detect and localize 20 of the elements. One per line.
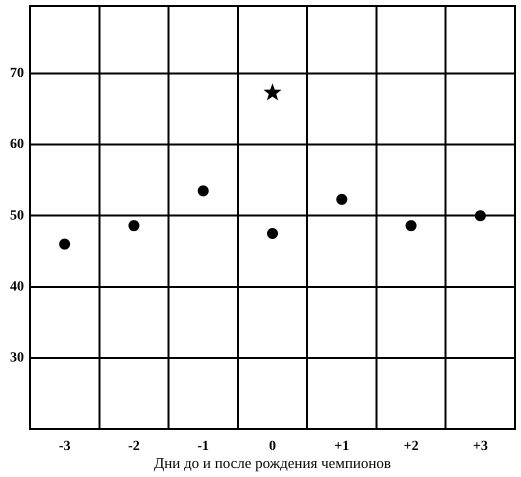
y-tick-label: 40 [10, 279, 24, 294]
point [406, 220, 417, 232]
x-tick-label: +1 [334, 439, 350, 454]
x-tick-label: +3 [472, 439, 488, 454]
x-axis-title: Дни до и после рождения чемпионов [154, 456, 391, 472]
x-tick-label: 0 [269, 439, 276, 454]
x-tick-label: +2 [404, 439, 419, 454]
point [59, 238, 70, 250]
point [267, 228, 278, 239]
x-tick-label: -1 [197, 439, 210, 454]
y-tick-label: 50 [10, 208, 24, 224]
point [198, 185, 209, 196]
x-tick-label: -3 [58, 439, 70, 454]
x-tick-label: -2 [128, 439, 140, 454]
point [336, 194, 348, 205]
point [474, 210, 486, 222]
y-tick-label: 60 [10, 137, 24, 152]
y-tick-label: 70 [10, 66, 24, 82]
y-tick-label: 30 [10, 350, 24, 366]
point [128, 220, 140, 232]
